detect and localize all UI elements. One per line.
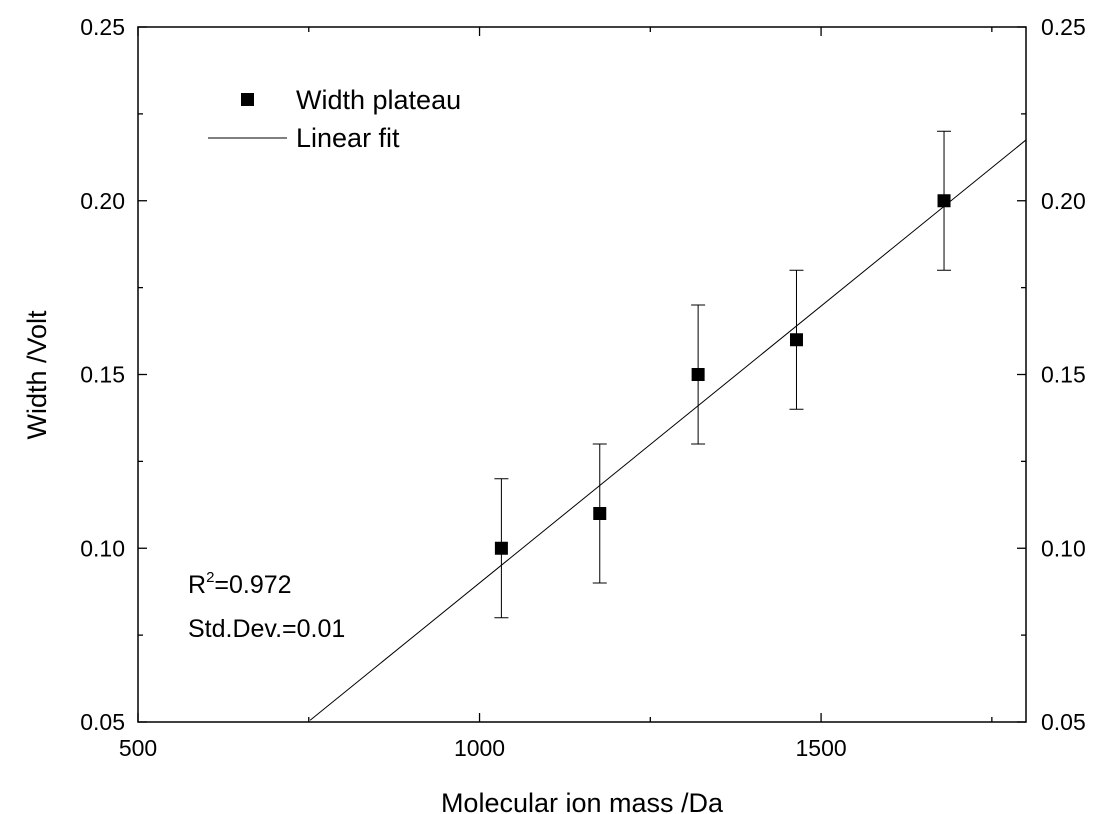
data-point-group [691, 304, 706, 445]
x-tick-label: 1000 [454, 735, 505, 761]
y-tick-label-left: 0.05 [80, 709, 125, 735]
linear-fit-line [309, 139, 1027, 721]
data-point-group [494, 478, 509, 619]
legend-marker-square [241, 93, 254, 106]
x-tick-label: 1500 [795, 735, 846, 761]
y-tick-label-left: 0.25 [80, 14, 125, 40]
y-axis-title: Width /Volt [22, 310, 52, 440]
y-tick-label-left: 0.20 [80, 188, 125, 214]
y-tick-label-right: 0.05 [1041, 709, 1086, 735]
axis-tick-labels: 500 1000 1500 0.05 0.05 0.10 0.10 0.15 0.15 0.20 0… [80, 14, 1086, 761]
r-squared-annotation: R2=0.972 [188, 569, 292, 599]
legend-label-linear-fit: Linear fit [296, 123, 400, 153]
data-point-group [789, 269, 804, 410]
legend: Width plateau Linear fit [208, 85, 461, 153]
std-dev-annotation: Std.Dev.=0.01 [188, 615, 345, 643]
y-tick-label-right: 0.10 [1041, 535, 1086, 561]
data-point-marker [691, 368, 705, 381]
y-tick-label-right: 0.20 [1041, 188, 1086, 214]
y-tick-label-right: 0.15 [1041, 362, 1086, 388]
y-tick-label-left: 0.10 [80, 535, 125, 561]
x-tick-label: 500 [119, 735, 157, 761]
data-point-group [937, 130, 952, 271]
legend-label-width-plateau: Width plateau [296, 85, 461, 115]
axis-ticks [137, 26, 1026, 723]
linear-fit-group [309, 139, 1027, 721]
data-point-marker [593, 507, 607, 520]
data-point-marker [937, 194, 951, 208]
y-tick-label-right: 0.25 [1041, 14, 1086, 40]
data-point-marker [789, 333, 803, 347]
data-point-group [592, 443, 607, 584]
r-squared-superscript: 2 [206, 569, 214, 586]
data-point-marker [494, 541, 508, 555]
data-points-group [494, 130, 952, 619]
y-tick-label-left: 0.15 [80, 362, 125, 388]
x-axis-title: Molecular ion mass /Da [441, 788, 724, 814]
